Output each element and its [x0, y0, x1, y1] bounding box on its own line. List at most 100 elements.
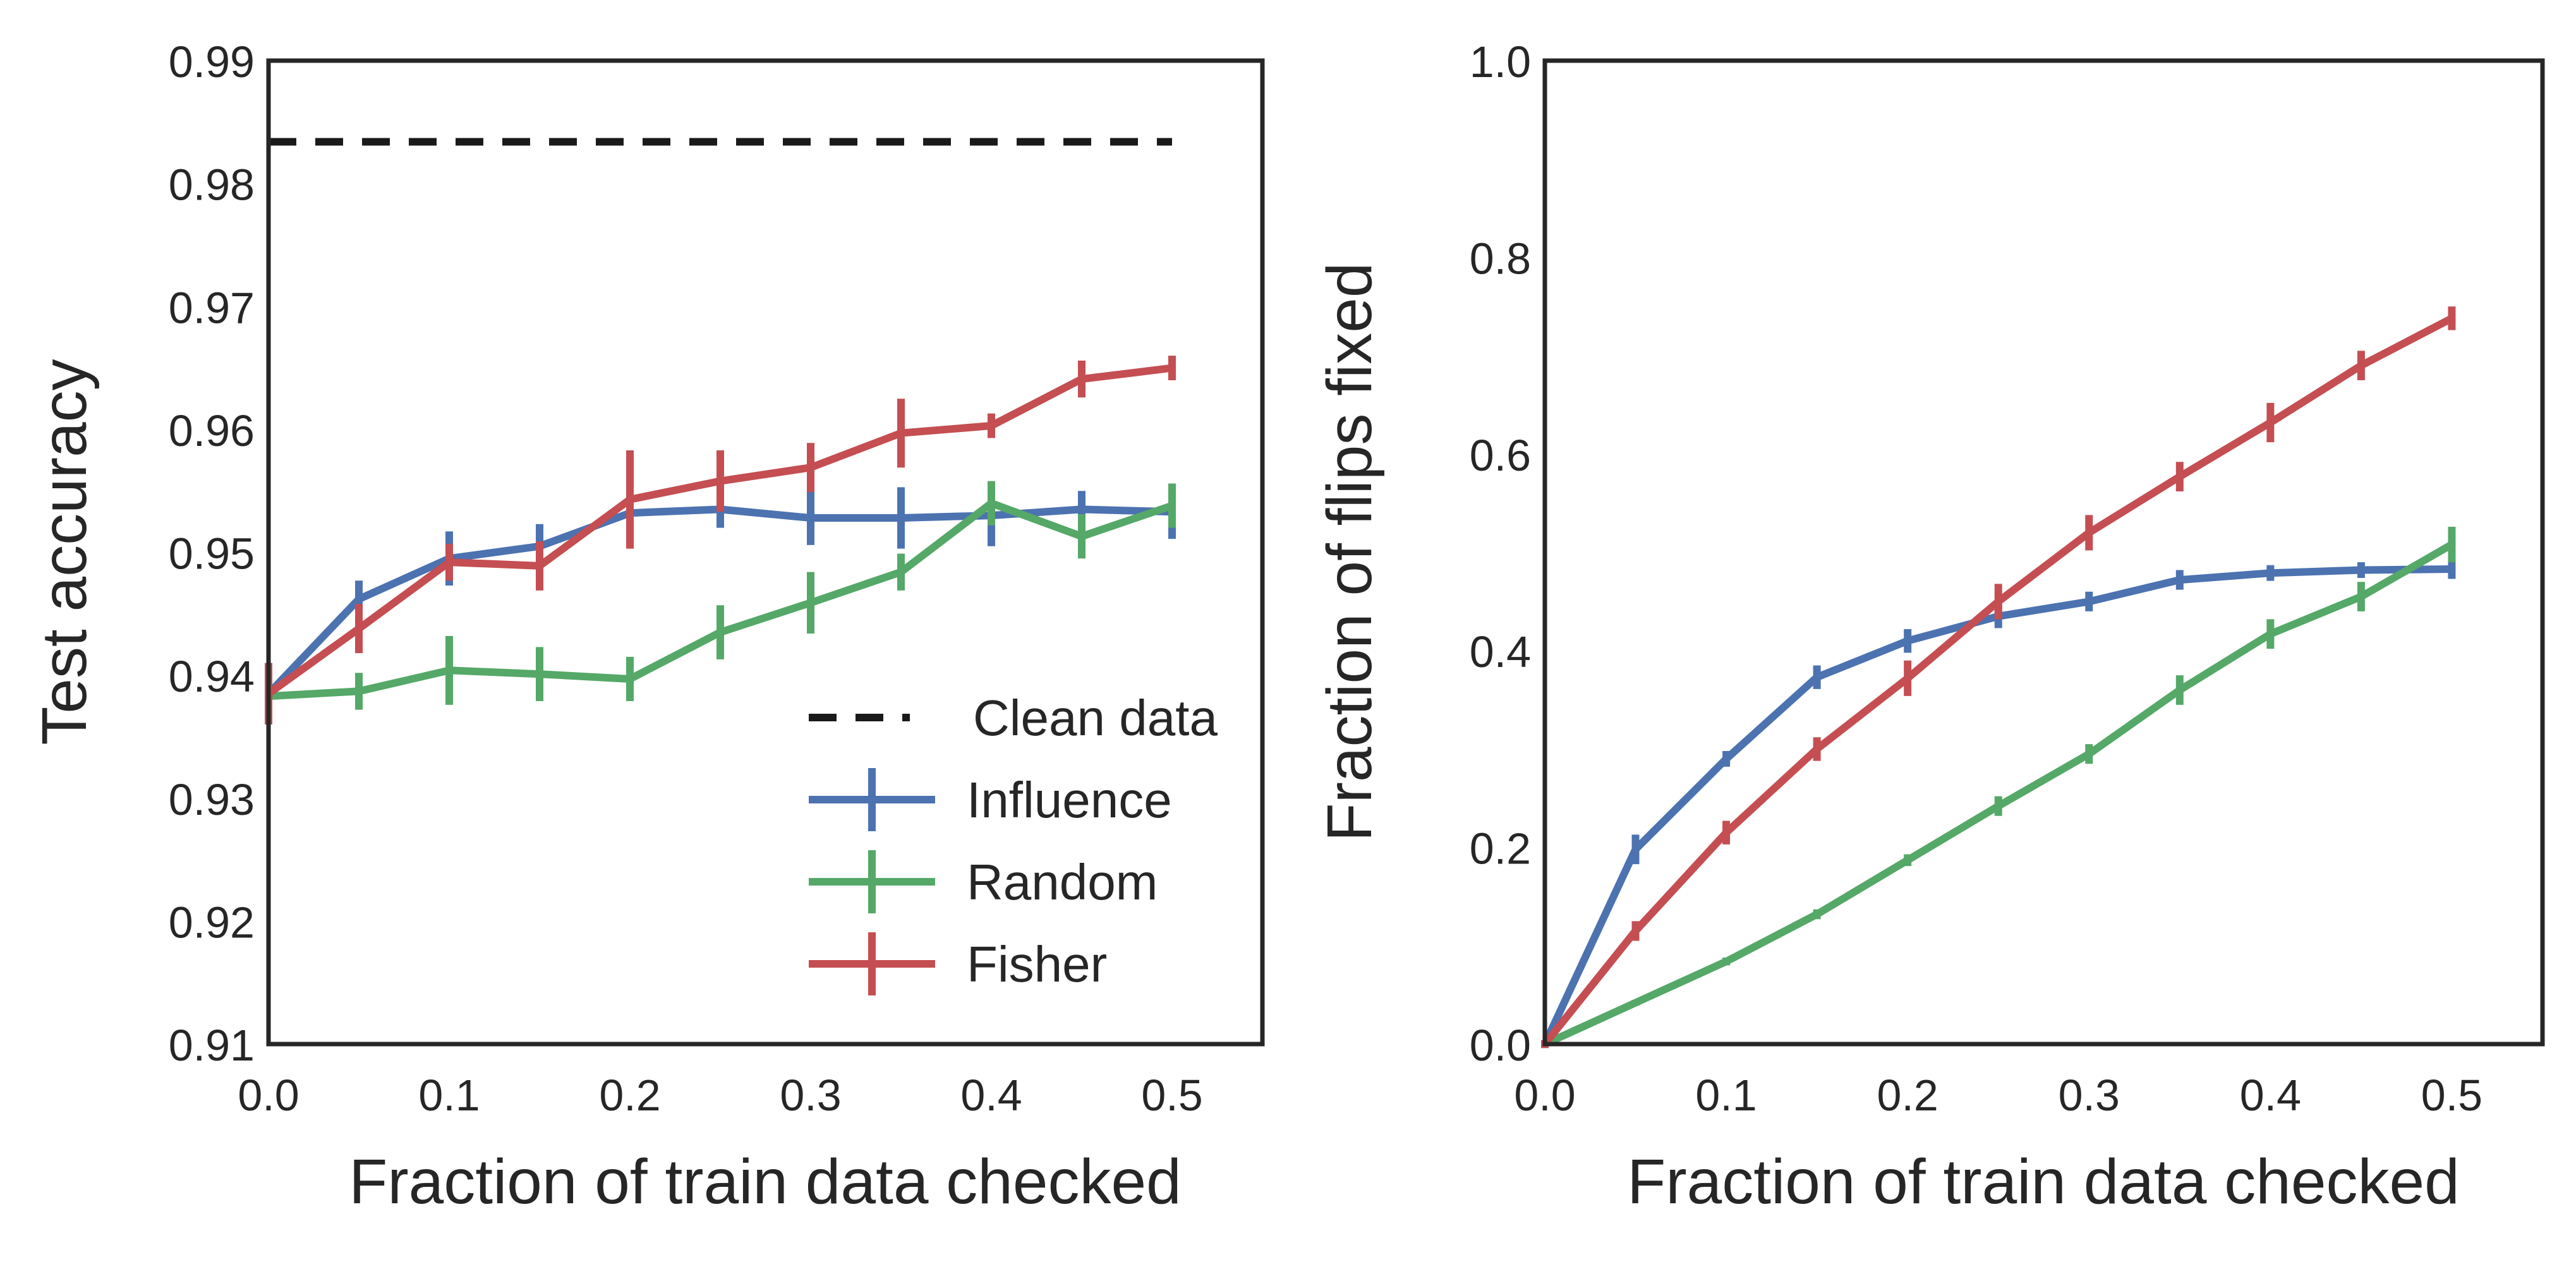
fisher-point	[1080, 378, 1083, 381]
random-point	[719, 631, 722, 634]
left-x-tick-label: 0.2	[599, 1071, 660, 1120]
random-point	[1080, 535, 1083, 538]
random-point	[1725, 960, 1728, 963]
right-y-tick-label: 0.4	[1470, 627, 1531, 676]
random-point	[1997, 805, 2000, 808]
random-point	[629, 677, 631, 680]
fisher-point	[719, 479, 722, 483]
left-y-tick-label: 0.97	[169, 283, 255, 332]
right-y-tick-label: 1.0	[1470, 37, 1531, 87]
legend-random-label: Random	[967, 854, 1158, 910]
fisher-point	[2088, 531, 2091, 534]
fisher-point	[629, 498, 631, 501]
left-y-ticks: 0.91 0.92 0.93 0.94 0.95 0.96 0.97 0.98 0.99	[169, 37, 255, 1070]
random-point	[2359, 595, 2362, 598]
right-x-tick-label: 0.0	[1514, 1071, 1575, 1120]
random-point	[538, 673, 541, 676]
fisher-point	[2359, 364, 2362, 367]
influence-point	[2269, 572, 2272, 575]
random-point	[448, 669, 450, 672]
right-y-tick-label: 0.6	[1470, 431, 1531, 480]
right-chart-marks	[1541, 306, 2456, 1049]
left-chart: 0.91 0.92 0.93 0.94 0.95 0.96 0.97 0.98 0.99 0.0…	[29, 37, 1265, 1217]
right-x-tick-label: 0.4	[2240, 1071, 2301, 1120]
influence-point	[1906, 639, 1909, 642]
left-x-tick-label: 0.3	[780, 1071, 841, 1120]
left-y-axis-label: Test accuracy	[29, 359, 100, 745]
left-y-tick-label: 0.95	[169, 529, 255, 579]
fisher-series	[1541, 306, 2456, 1049]
left-x-tick-label: 0.0	[238, 1071, 299, 1120]
fisher-point	[990, 424, 993, 428]
left-x-ticks: 0.0 0.1 0.2 0.3 0.4 0.5	[238, 1071, 1202, 1120]
fisher-point	[1997, 600, 2000, 603]
influence-point	[2088, 600, 2091, 603]
fisher-point	[1725, 831, 1728, 834]
right-y-ticks: 0.0 0.2 0.4 0.6 0.8 1.0	[1470, 37, 1531, 1070]
influence-point	[2178, 579, 2181, 582]
right-y-tick-label: 0.8	[1470, 234, 1531, 283]
fisher-point	[1906, 676, 1909, 680]
right-y-tick-label: 0.0	[1470, 1021, 1531, 1070]
influence-point	[1080, 508, 1083, 511]
right-y-axis-label: Fraction of flips fixed	[1314, 262, 1385, 841]
left-y-tick-label: 0.96	[169, 406, 255, 455]
random-point	[2178, 688, 2181, 692]
random-series	[265, 481, 1176, 711]
left-plot-frame	[266, 58, 1265, 1047]
random-point	[1634, 1001, 1637, 1004]
fisher-point	[1634, 929, 1637, 932]
right-y-tick-label: 0.2	[1470, 824, 1531, 874]
legend-influence-label: Influence	[967, 772, 1172, 828]
left-y-tick-label: 0.92	[169, 898, 255, 947]
left-y-tick-label: 0.91	[169, 1021, 255, 1070]
fisher-point	[2269, 421, 2272, 424]
left-x-tick-label: 0.5	[1141, 1071, 1202, 1120]
right-x-axis-label: Fraction of train data checked	[1627, 1146, 2459, 1217]
left-x-tick-label: 0.1	[418, 1071, 480, 1120]
random-point	[1815, 913, 1818, 916]
influence-point	[809, 517, 812, 520]
fisher-point	[1171, 366, 1173, 370]
random-point	[2088, 752, 2091, 755]
fisher-point	[538, 564, 541, 567]
left-x-tick-label: 0.4	[960, 1071, 1022, 1120]
random-point	[1906, 858, 1909, 862]
fisher-point	[448, 561, 450, 564]
random-series	[1541, 527, 2456, 1048]
random-point	[900, 570, 902, 574]
right-x-tick-label: 0.2	[1877, 1071, 1938, 1120]
random-point	[2450, 543, 2453, 546]
legend: Clean data Influence Random Fisher	[809, 690, 1218, 995]
fisher-point	[900, 431, 902, 435]
random-point	[1171, 504, 1173, 507]
fisher-point	[1815, 747, 1818, 750]
influence-point	[1815, 676, 1818, 679]
left-y-tick-label: 0.98	[169, 160, 255, 210]
influence-point	[2450, 567, 2453, 570]
right-chart: 0.0 0.2 0.4 0.6 0.8 1.0 0.0 0.1 0.2 0.3 0.4 0.5 Fr…	[1314, 37, 2545, 1217]
fisher-point	[809, 466, 812, 469]
right-plot-frame	[1542, 58, 2545, 1047]
random-point	[809, 601, 812, 604]
left-chart-marks	[265, 138, 1176, 724]
fisher-point	[2178, 475, 2181, 478]
left-y-tick-label: 0.94	[169, 652, 255, 701]
legend-clean-data-label: Clean data	[973, 690, 1218, 746]
right-x-tick-label: 0.5	[2421, 1071, 2482, 1120]
fisher-point	[2450, 316, 2453, 320]
left-y-tick-label: 0.93	[169, 775, 255, 824]
fisher-point	[358, 627, 360, 630]
random-point	[358, 690, 360, 693]
influence-point	[1725, 757, 1728, 760]
influence-point	[900, 517, 902, 520]
right-x-tick-label: 0.3	[2059, 1071, 2120, 1120]
influence-point	[1634, 848, 1637, 851]
influence-point	[358, 598, 360, 601]
right-x-ticks: 0.0 0.1 0.2 0.3 0.4 0.5	[1514, 1071, 2482, 1120]
random-point	[990, 502, 993, 505]
legend-fisher-label: Fisher	[967, 936, 1107, 992]
right-x-tick-label: 0.1	[1695, 1071, 1757, 1120]
fisher-series	[265, 356, 1176, 724]
